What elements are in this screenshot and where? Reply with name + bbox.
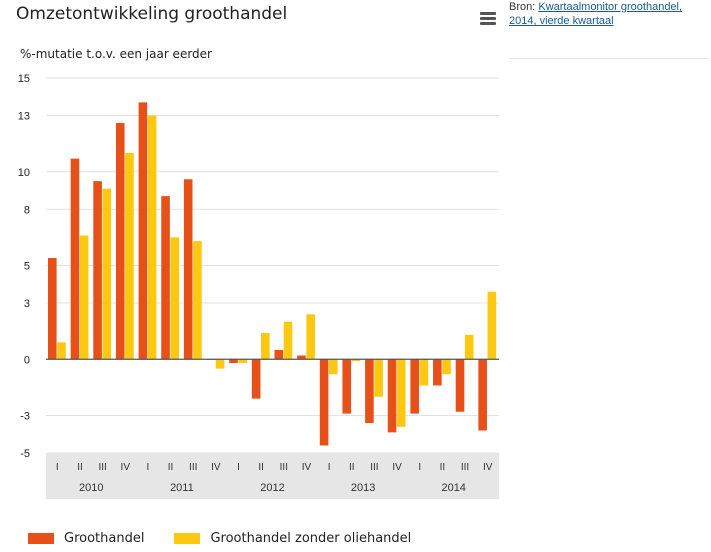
chart-title: Omzetontwikkeling groothandel [16, 4, 288, 24]
bar-zonder-olie [170, 237, 180, 360]
bar-groothandel [342, 359, 352, 414]
y-axis-label: %-mutatie t.o.v. een jaar eerder [20, 47, 212, 61]
bar-zonder-olie [261, 333, 270, 360]
x-tick-label: IV [211, 462, 221, 473]
x-tick-label: II [440, 462, 446, 473]
x-tick-label: I [147, 462, 150, 473]
bar-groothandel [251, 359, 261, 399]
bar-zonder-olie [238, 359, 247, 363]
bar-zonder-olie [102, 188, 112, 360]
source-note: Bron: Kwartaalmonitor groothandel, 2014,… [509, 0, 709, 28]
x-tick-label: I [56, 462, 59, 473]
x-year-label: 2013 [351, 482, 375, 494]
legend: Groothandel Groothandel zonder oliehande… [28, 531, 441, 546]
bar-zonder-olie [283, 321, 293, 360]
x-tick-label: I [237, 462, 240, 473]
x-tick-label: IV [302, 462, 312, 473]
bar-zonder-olie [215, 359, 225, 369]
bar-groothandel [365, 359, 374, 423]
x-tick-label: I [418, 462, 421, 473]
y-tick-label: 5 [24, 261, 30, 273]
bar-zonder-olie [464, 334, 474, 360]
x-tick-label: II [349, 462, 355, 473]
legend-label-zonder-olie: Groothandel zonder oliehandel [210, 531, 412, 546]
x-tick-label: III [461, 462, 469, 473]
x-tick-label: IV [121, 462, 131, 473]
y-tick-label: 15 [18, 73, 30, 85]
y-tick-label: 3 [24, 298, 30, 310]
bar-zonder-olie [306, 314, 315, 360]
x-tick-label: III [280, 462, 288, 473]
x-tick-label: I [328, 462, 331, 473]
x-year-label: 2012 [260, 482, 284, 494]
bar-groothandel [274, 349, 284, 360]
x-year-label: 2011 [170, 482, 194, 494]
bar-groothandel [183, 179, 193, 360]
y-tick-label: 0 [24, 354, 30, 366]
legend-label-groothandel: Groothandel [64, 531, 145, 546]
source-divider [509, 58, 709, 59]
y-tick-label: 8 [24, 204, 30, 216]
bar-zonder-olie [351, 359, 361, 362]
bar-groothandel [93, 181, 102, 360]
x-tick-label: II [258, 462, 264, 473]
bar-groothandel [48, 258, 57, 360]
bar-groothandel [433, 359, 442, 386]
x-tick-label: III [370, 462, 378, 473]
x-tick-label: IV [483, 462, 493, 473]
bar-zonder-olie [79, 235, 89, 360]
bar-zonder-olie [329, 359, 338, 375]
x-tick-label: II [77, 462, 83, 473]
bar-groothandel [297, 355, 306, 360]
source-link[interactable]: Kwartaalmonitor groothandel, 2014, vierd… [509, 1, 683, 27]
bar-groothandel [161, 196, 170, 360]
y-tick-label: -5 [20, 448, 30, 460]
bar-zonder-olie [442, 359, 451, 375]
hamburger-menu-icon[interactable] [480, 12, 496, 26]
bar-zonder-olie [125, 153, 134, 360]
y-tick-label: -3 [20, 411, 30, 423]
x-year-label: 2014 [441, 482, 465, 494]
bar-groothandel [115, 123, 125, 360]
legend-swatch-groothandel [28, 533, 54, 544]
y-tick-label: 13 [18, 111, 30, 123]
bar-zonder-olie [57, 342, 66, 360]
legend-item-groothandel[interactable]: Groothandel [28, 531, 144, 546]
x-year-label: 2010 [79, 482, 103, 494]
bar-zonder-olie [147, 115, 157, 360]
y-tick-label: 10 [18, 167, 30, 179]
bar-groothandel [410, 359, 419, 414]
bar-zonder-olie [419, 359, 429, 386]
x-tick-label: III [189, 462, 197, 473]
x-axis-band [46, 453, 499, 499]
x-tick-label: III [98, 462, 106, 473]
legend-swatch-zonder-olie [174, 533, 201, 544]
bar-zonder-olie [193, 241, 202, 360]
bar-groothandel [455, 359, 465, 412]
bar-groothandel [478, 359, 487, 431]
bar-zonder-olie [396, 359, 406, 427]
x-tick-label: IV [392, 462, 402, 473]
x-tick-label: II [168, 462, 174, 473]
bar-groothandel [138, 102, 148, 360]
bar-zonder-olie [487, 291, 497, 360]
source-prefix: Bron: [509, 1, 539, 13]
bar-zonder-olie [374, 359, 383, 397]
bar-groothandel [387, 359, 397, 433]
bar-groothandel [229, 359, 238, 363]
bar-groothandel [70, 158, 80, 360]
bar-groothandel [319, 359, 329, 446]
legend-item-zonder-olie[interactable]: Groothandel zonder oliehandel [174, 531, 411, 546]
